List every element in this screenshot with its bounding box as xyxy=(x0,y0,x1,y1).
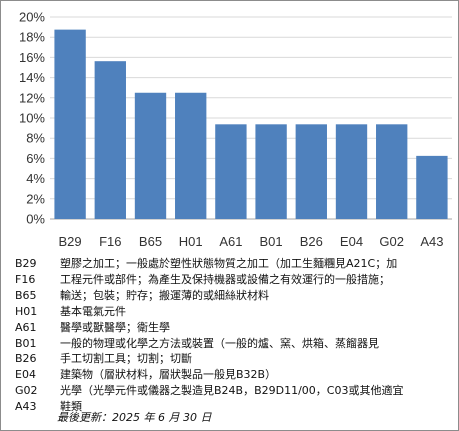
x-tick-label: F16 xyxy=(99,234,121,249)
legend-code: F16 xyxy=(15,272,36,286)
x-tick-label: A61 xyxy=(219,234,242,249)
y-tick-label: 6% xyxy=(26,151,45,166)
y-tick-label: 14% xyxy=(19,70,45,85)
legend-desc: 建築物（層狀材料，層狀製品一般見B32B） xyxy=(60,368,277,382)
legend-row-b29: B29 塑膠之加工；一般處於塑性狀態物質之加工（加工生麵糰見A21C；加 xyxy=(15,256,455,272)
bar-f16 xyxy=(94,61,126,219)
legend-code: B65 xyxy=(15,288,37,302)
legend-row-b26: B26 手工切割工具；切割；切斷 xyxy=(15,351,455,367)
legend-row-f16: F16 工程元件或部件；為產生及保持機器或設備之有效運行的一般措施； xyxy=(15,272,455,288)
legend-code: G02 xyxy=(15,384,38,398)
x-tick-label: B26 xyxy=(300,234,323,249)
x-tick-label: A43 xyxy=(420,234,443,249)
legend-row-g02: G02 光學（光學元件或儀器之製造見B24B，B29D11/00，C03或其他適… xyxy=(15,383,455,399)
y-tick-labels: 0% 2% 4% 6% 8% 10% 12% 14% 16% 18% 20% xyxy=(19,10,45,227)
legend-row-a43: A43 鞋類 xyxy=(15,399,455,415)
legend-row-a61: A61 醫學或獸醫學；衛生學 xyxy=(15,320,455,336)
bar-a61 xyxy=(215,124,247,219)
y-tick-label: 4% xyxy=(26,171,45,186)
legend-desc: 一般的物理或化學之方法或裝置（一般的爐、窯、烘箱、蒸餾器見 xyxy=(60,336,379,350)
bar-b26 xyxy=(295,124,327,219)
x-tick-label: H01 xyxy=(179,234,203,249)
x-tick-label: B65 xyxy=(139,234,162,249)
legend-desc: 工程元件或部件；為產生及保持機器或設備之有效運行的一般措施； xyxy=(60,272,390,286)
x-tick-label: B29 xyxy=(59,234,82,249)
bar-h01 xyxy=(175,92,207,219)
legend-desc: 光學（光學元件或儀器之製造見B24B，B29D11/00，C03或其他適宜 xyxy=(60,384,404,398)
legend-code: A43 xyxy=(15,400,37,414)
legend-code: B29 xyxy=(15,257,37,270)
bars xyxy=(54,29,448,219)
y-tick-label: 10% xyxy=(19,111,45,126)
bar-b01 xyxy=(255,124,287,219)
x-category-labels: B29 F16 B65 H01 A61 B01 B26 E04 G02 A43 xyxy=(59,234,444,249)
y-tick-label: 18% xyxy=(19,30,45,45)
code-legend: B29 塑膠之加工；一般處於塑性狀態物質之加工（加工生麵糰見A21C；加 F16… xyxy=(15,256,455,415)
legend-code: H01 xyxy=(15,304,38,318)
bar-a43 xyxy=(416,155,448,219)
bar-chart: 0% 2% 4% 6% 8% 10% 12% 14% 16% 18% 20% B29 F16 B65 H0… xyxy=(19,10,452,249)
y-tick-label: 12% xyxy=(19,90,45,105)
y-tick-label: 8% xyxy=(26,131,45,146)
x-tick-label: G02 xyxy=(379,234,404,249)
legend-code: A61 xyxy=(15,320,37,334)
legend-desc: 基本電氣元件 xyxy=(60,304,126,318)
last-updated-note: 最後更新：2025 年 6 月 30 日 xyxy=(57,411,212,424)
legend-desc: 塑膠之加工；一般處於塑性狀態物質之加工（加工生麵糰見A21C；加 xyxy=(60,257,398,270)
legend-desc: 手工切割工具；切割；切斷 xyxy=(60,352,192,366)
legend-code: B26 xyxy=(15,352,37,366)
legend-row-e04: E04 建築物（層狀材料，層狀製品一般見B32B） xyxy=(15,367,455,383)
legend-desc: 鞋類 xyxy=(60,400,82,414)
legend-code: B01 xyxy=(15,336,37,350)
y-tick-label: 2% xyxy=(26,191,45,206)
bar-b29 xyxy=(54,29,86,219)
bar-e04 xyxy=(335,124,368,219)
legend-code: E04 xyxy=(15,368,36,382)
legend-row-h01: H01 基本電氣元件 xyxy=(15,304,455,320)
legend-desc: 輸送；包裝；貯存；搬運薄的或細絲狀材料 xyxy=(60,288,269,302)
bar-b65 xyxy=(134,92,167,219)
legend-row-b65: B65 輸送；包裝；貯存；搬運薄的或細絲狀材料 xyxy=(15,288,455,304)
y-tick-label: 0% xyxy=(26,212,45,227)
x-tick-label: E04 xyxy=(340,234,363,249)
legend-desc: 醫學或獸醫學；衛生學 xyxy=(60,320,170,334)
bar-g02 xyxy=(376,124,408,219)
y-tick-label: 20% xyxy=(19,10,45,25)
legend-row-b01: B01 一般的物理或化學之方法或裝置（一般的爐、窯、烘箱、蒸餾器見 xyxy=(15,336,455,352)
x-tick-label: B01 xyxy=(260,234,283,249)
y-tick-label: 16% xyxy=(19,50,45,65)
